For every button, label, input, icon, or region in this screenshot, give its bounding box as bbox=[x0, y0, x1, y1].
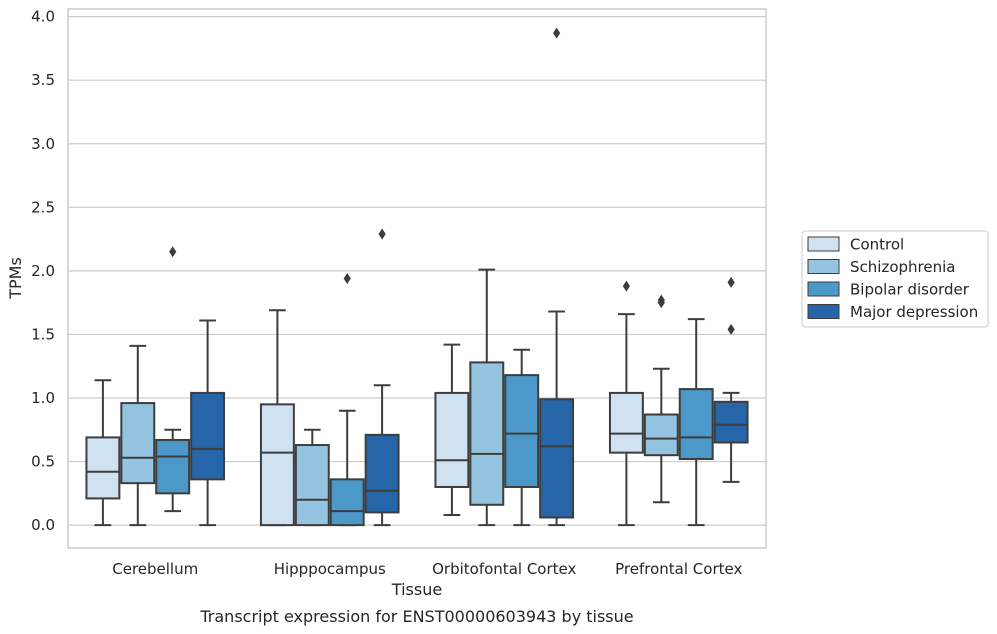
y-tick-label: 0.0 bbox=[31, 516, 55, 534]
box-3-3 bbox=[713, 276, 749, 483]
outlier-point bbox=[378, 228, 386, 240]
y-tick-label: 2.5 bbox=[31, 198, 55, 216]
box-2-1 bbox=[469, 268, 505, 527]
x-axis-label: Tissue bbox=[391, 580, 442, 599]
y-tick-label: 4.0 bbox=[31, 8, 55, 26]
boxes bbox=[85, 27, 749, 527]
box-3-0 bbox=[608, 280, 644, 527]
legend-label: Schizophrenia bbox=[850, 258, 955, 276]
legend-label: Bipolar disorder bbox=[850, 281, 970, 299]
legend-swatch bbox=[807, 259, 840, 274]
box-iqr bbox=[643, 413, 679, 457]
box-iqr bbox=[678, 388, 714, 461]
legend: Control Schizophrenia Bipolar disorder Majo… bbox=[801, 230, 989, 328]
box-iqr bbox=[155, 438, 191, 495]
box-iqr bbox=[190, 391, 226, 481]
box-1-3 bbox=[364, 228, 400, 527]
box-iqr bbox=[120, 402, 156, 485]
box-iqr bbox=[469, 361, 505, 506]
y-axis-label: TPMs bbox=[6, 257, 25, 300]
box-iqr bbox=[259, 403, 295, 527]
y-tick-labels: 0.0 0.5 1.0 1.5 2.0 2.5 3.0 3.5 4.0 bbox=[31, 8, 55, 534]
legend-swatch bbox=[807, 304, 840, 319]
outlier-point bbox=[622, 280, 630, 292]
box-0-3 bbox=[190, 319, 226, 527]
y-tick-label: 3.5 bbox=[31, 71, 55, 89]
box-iqr bbox=[364, 433, 400, 514]
box-iqr bbox=[608, 391, 644, 454]
x-tick-label: Hipppocampus bbox=[274, 560, 386, 578]
box-0-0 bbox=[85, 379, 121, 527]
box-0-1 bbox=[120, 344, 156, 527]
box-2-3 bbox=[539, 27, 575, 527]
chart-caption: Transcript expression for ENST0000060394… bbox=[199, 607, 633, 626]
y-tick-label: 2.0 bbox=[31, 262, 55, 280]
box-0-2 bbox=[155, 246, 191, 513]
box-1-0 bbox=[259, 309, 295, 527]
x-tick-labels: Cerebellum Hipppocampus Orbitofontal Corte… bbox=[112, 560, 742, 578]
outlier-point bbox=[727, 323, 735, 335]
outlier-point bbox=[727, 276, 735, 288]
legend-label: Major depression bbox=[850, 303, 978, 321]
box-2-0 bbox=[434, 343, 470, 516]
legend-items: Control Schizophrenia Bipolar disorder Majo… bbox=[807, 236, 978, 321]
box-iqr bbox=[434, 391, 470, 488]
box-iqr bbox=[504, 374, 540, 488]
outlier-point bbox=[657, 294, 665, 306]
x-tick-label: Orbitofontal Cortex bbox=[432, 560, 576, 578]
x-tick-label: Prefrontal Cortex bbox=[615, 560, 742, 578]
box-1-2 bbox=[329, 273, 365, 527]
outlier-point bbox=[553, 27, 561, 39]
x-tick-label: Cerebellum bbox=[112, 560, 198, 578]
box-iqr bbox=[85, 436, 121, 500]
box-iqr bbox=[713, 400, 749, 444]
outlier-point bbox=[169, 246, 177, 258]
y-tick-label: 3.0 bbox=[31, 135, 55, 153]
outlier-point bbox=[343, 273, 351, 284]
box-3-1 bbox=[643, 294, 679, 504]
y-tick-label: 1.5 bbox=[31, 325, 55, 343]
box-3-2 bbox=[678, 318, 714, 527]
box-2-2 bbox=[504, 348, 540, 527]
y-tick-label: 1.0 bbox=[31, 389, 55, 407]
box-1-1 bbox=[294, 428, 330, 527]
grid-lines bbox=[68, 16, 766, 526]
y-tick-label: 0.5 bbox=[31, 453, 55, 471]
legend-swatch bbox=[807, 281, 840, 297]
legend-swatch bbox=[807, 236, 840, 252]
legend-frame bbox=[801, 230, 989, 328]
plot-frame bbox=[67, 8, 767, 549]
box-iqr bbox=[294, 444, 330, 527]
box-iqr bbox=[329, 478, 365, 527]
box-iqr bbox=[539, 398, 575, 519]
legend-label: Control bbox=[850, 236, 904, 254]
